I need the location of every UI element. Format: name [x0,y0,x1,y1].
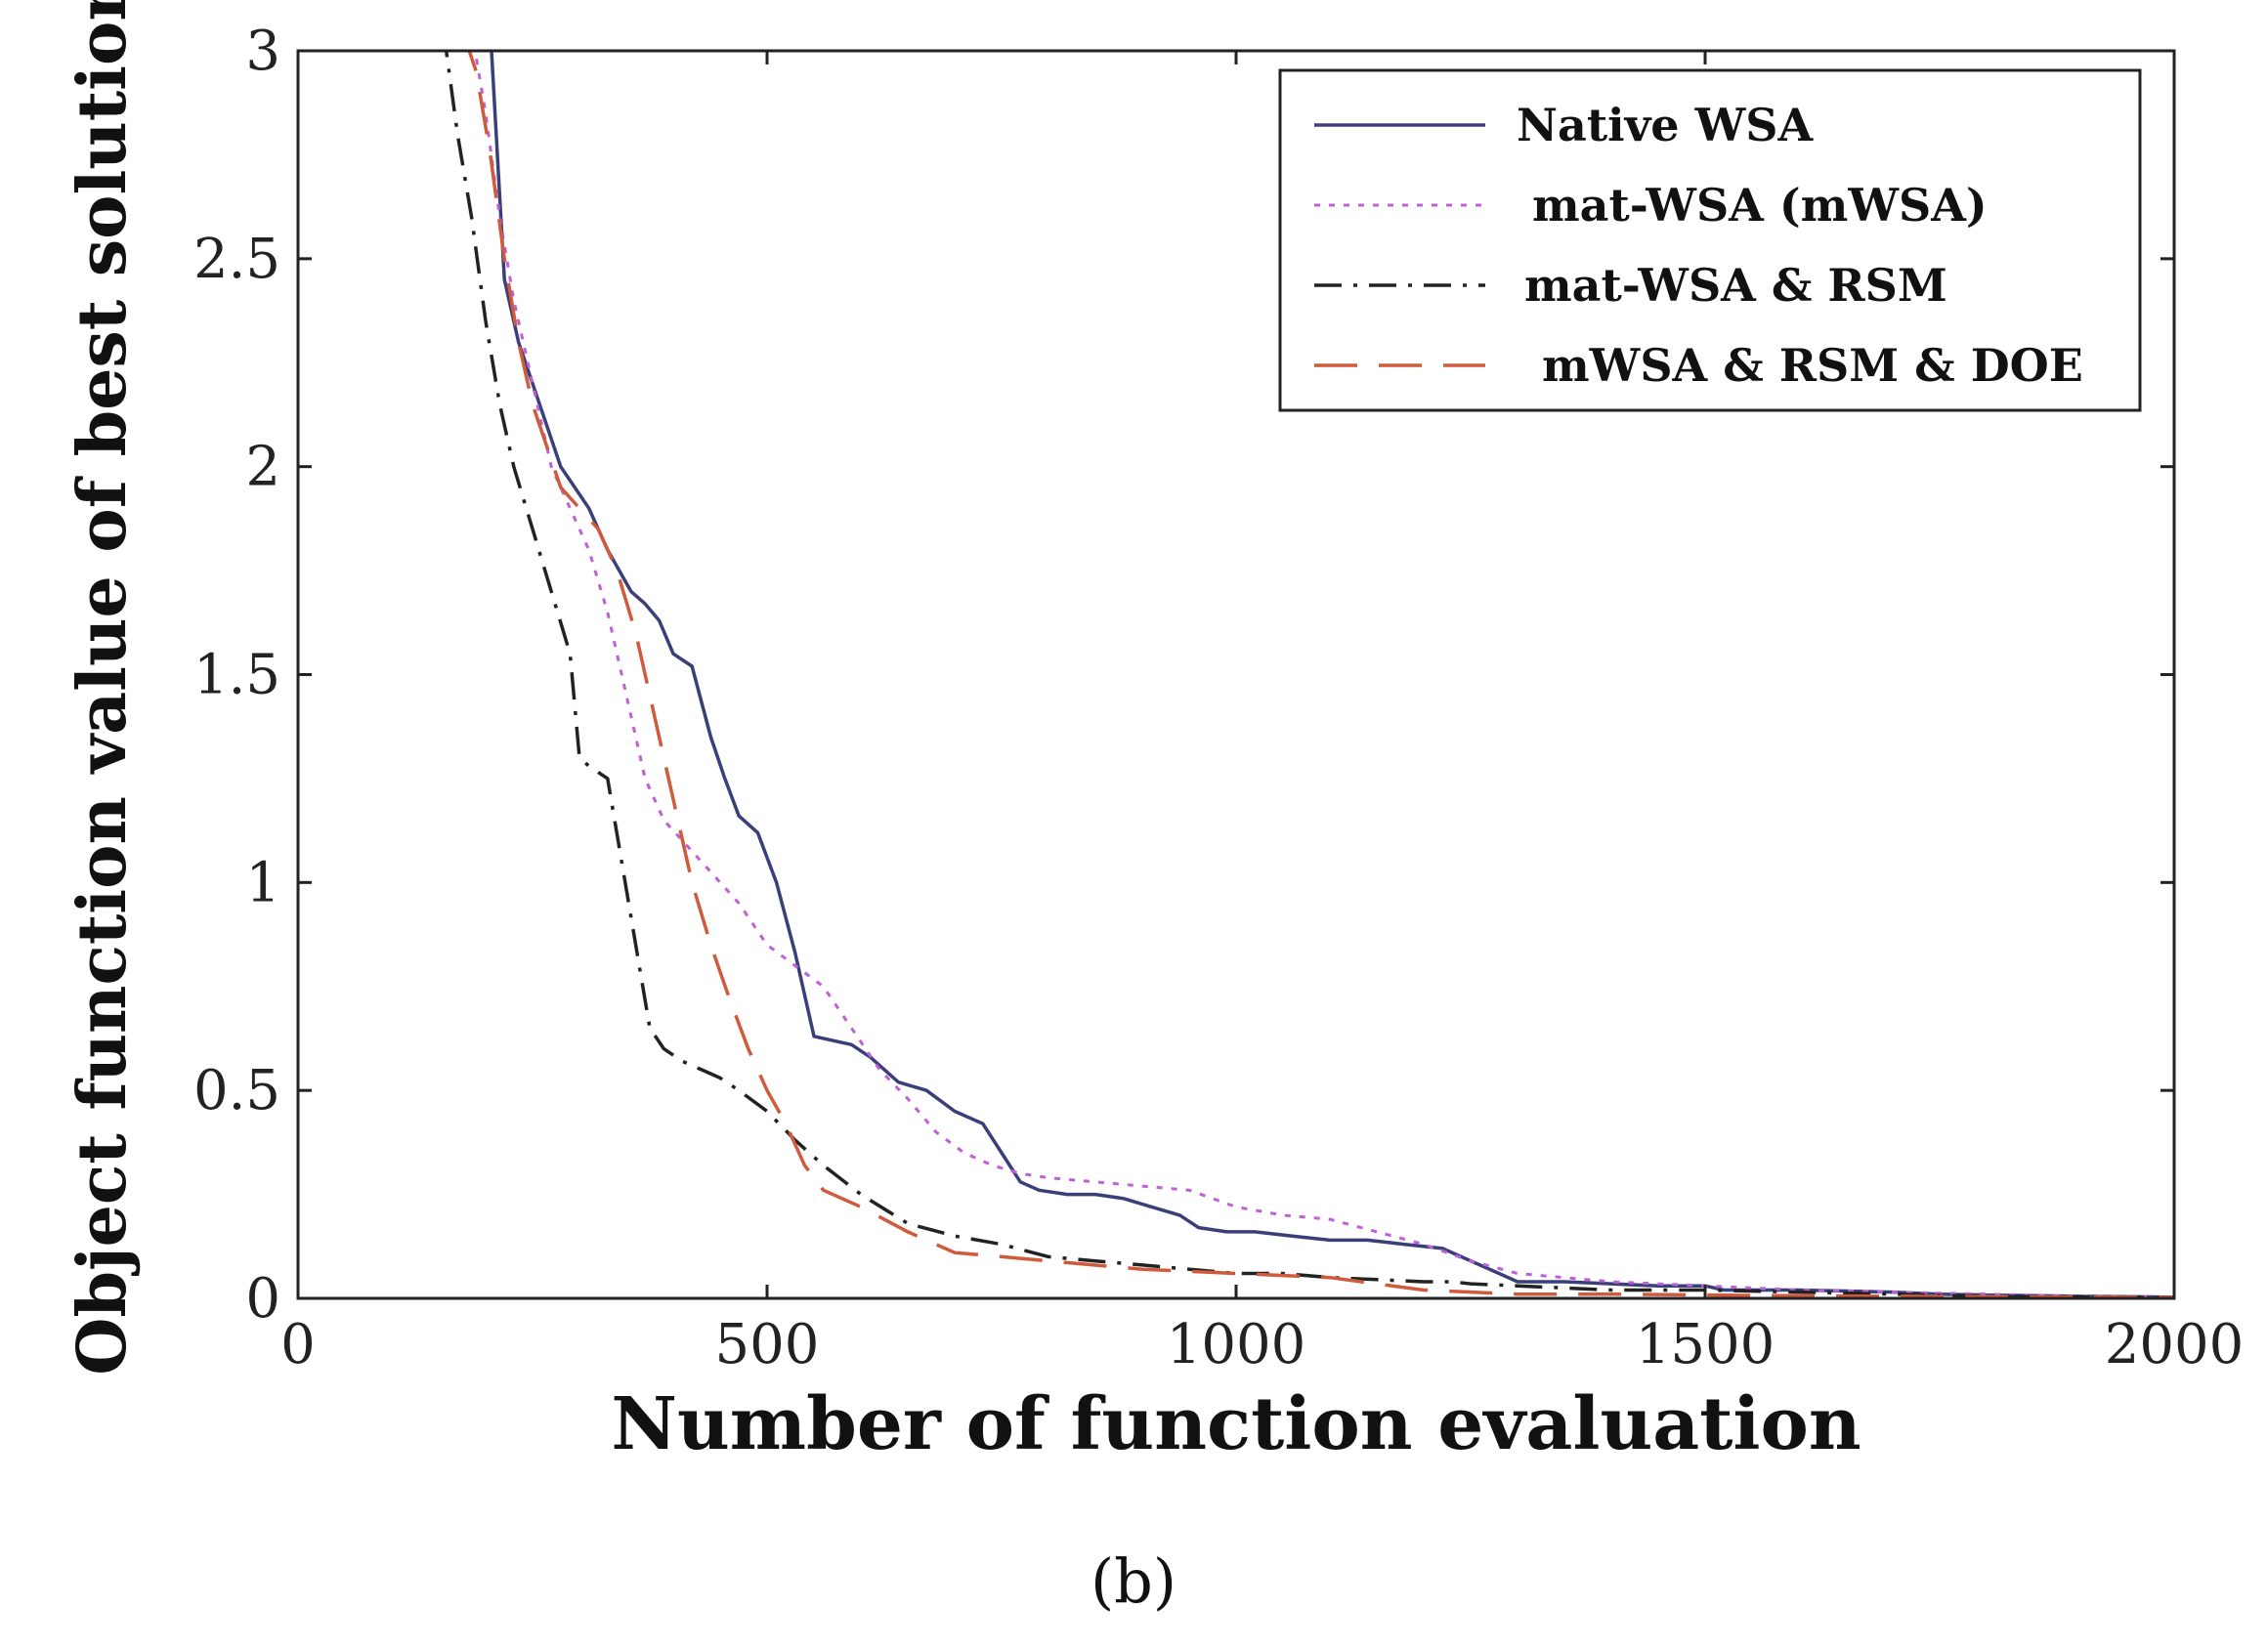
y-axis-label: Object function value of best solution [64,0,142,1376]
series-line-2 [473,51,2174,1298]
series-line-4 [467,51,2174,1298]
series-line-1 [490,51,2174,1298]
figure-caption: (b) [1091,1546,1176,1617]
legend-label-4: mWSA & RSM & DOE [1542,339,2083,392]
y-tick-label: 0.5 [193,1059,280,1123]
legend-label-3: mat-WSA & RSM [1524,259,1947,312]
ticks-layer: 0 500 1000 1500 2000 0 0.5 1 1.5 2 2.5 3 [193,20,2244,1377]
y-tick-label: 2.5 [193,228,280,291]
y-tick-label: 3 [245,20,280,83]
legend-entries: Native WSA mat-WSA (mWSA) mat-WSA & RSM mWS… [1314,99,2083,392]
x-tick-label: 1500 [1636,1313,1775,1377]
y-tick-label: 1 [245,851,280,914]
series-layer [444,51,2174,1298]
x-tick-label: 2000 [2105,1313,2245,1377]
legend-box [1278,68,2142,412]
y-tick-label: 0 [245,1267,280,1331]
x-tick-label: 500 [715,1313,820,1377]
legend-label-1: Native WSA [1517,99,1814,151]
y-tick-label: 1.5 [193,644,280,707]
y-tick-label: 2 [245,436,280,499]
x-tick-label: 0 [280,1313,316,1377]
x-tick-label: 1000 [1167,1313,1306,1377]
legend: Native WSA mat-WSA (mWSA) mat-WSA & RSM mWS… [1278,68,2142,412]
x-axis-label: Number of function evaluation [611,1382,1861,1466]
legend-label-2: mat-WSA (mWSA) [1532,179,1988,232]
series-line-3 [444,51,2174,1298]
